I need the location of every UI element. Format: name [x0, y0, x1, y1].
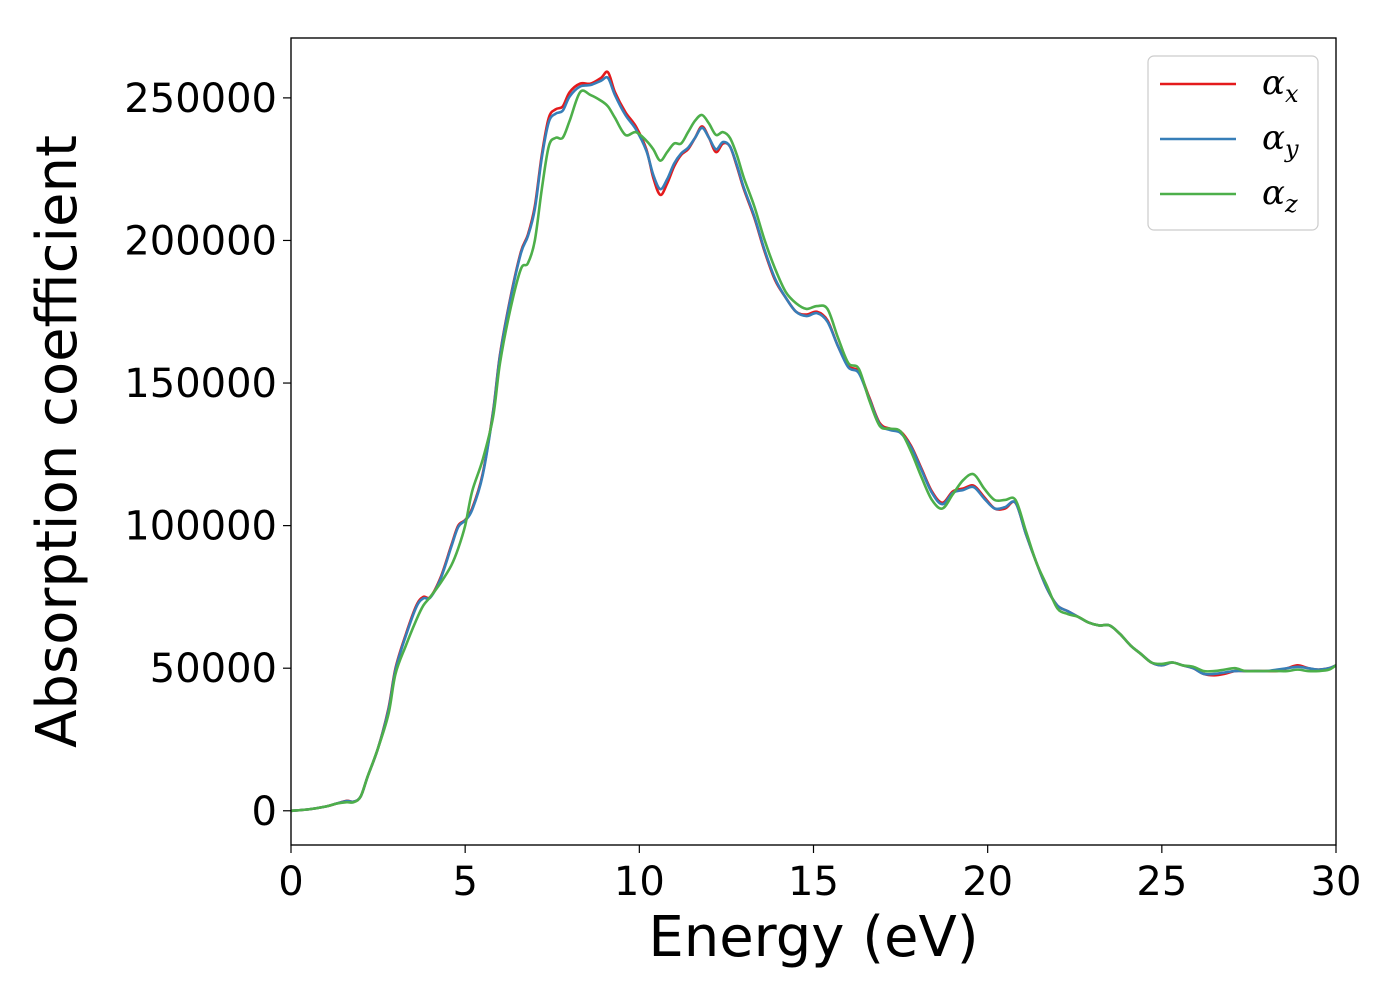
legend: αx αy αz — [1147, 55, 1319, 231]
x-axis-title: Energy (eV) — [648, 905, 978, 970]
legend-label-z: αz — [1262, 173, 1298, 218]
series-line-z — [291, 89, 1336, 813]
y-tick-label: 100000 — [124, 504, 277, 550]
x-tick-label: 25 — [1136, 859, 1187, 905]
y-tick-label: 50000 — [150, 646, 277, 692]
x-tick-label: 0 — [278, 859, 303, 905]
legend-box — [1147, 55, 1319, 231]
x-axis-ticks: 0 5 10 15 20 25 30 — [278, 845, 1361, 905]
x-tick-label: 10 — [614, 859, 665, 905]
y-axis-ticks: 0 50000 100000 150000 200000 250000 — [124, 76, 291, 835]
legend-label-y: αy — [1262, 118, 1299, 163]
series-lines — [291, 70, 1336, 813]
y-tick-label: 250000 — [124, 76, 277, 122]
y-tick-label: 200000 — [124, 218, 277, 264]
plot-area-border — [290, 37, 1337, 846]
legend-label-x: αx — [1262, 63, 1299, 108]
y-tick-label: 0 — [252, 789, 277, 835]
x-tick-label: 20 — [962, 859, 1013, 905]
x-tick-label: 5 — [452, 859, 477, 905]
x-tick-label: 15 — [788, 859, 839, 905]
y-tick-label: 150000 — [124, 361, 277, 407]
y-axis-title: Absorption coefficient — [25, 135, 90, 748]
x-tick-label: 30 — [1311, 859, 1362, 905]
